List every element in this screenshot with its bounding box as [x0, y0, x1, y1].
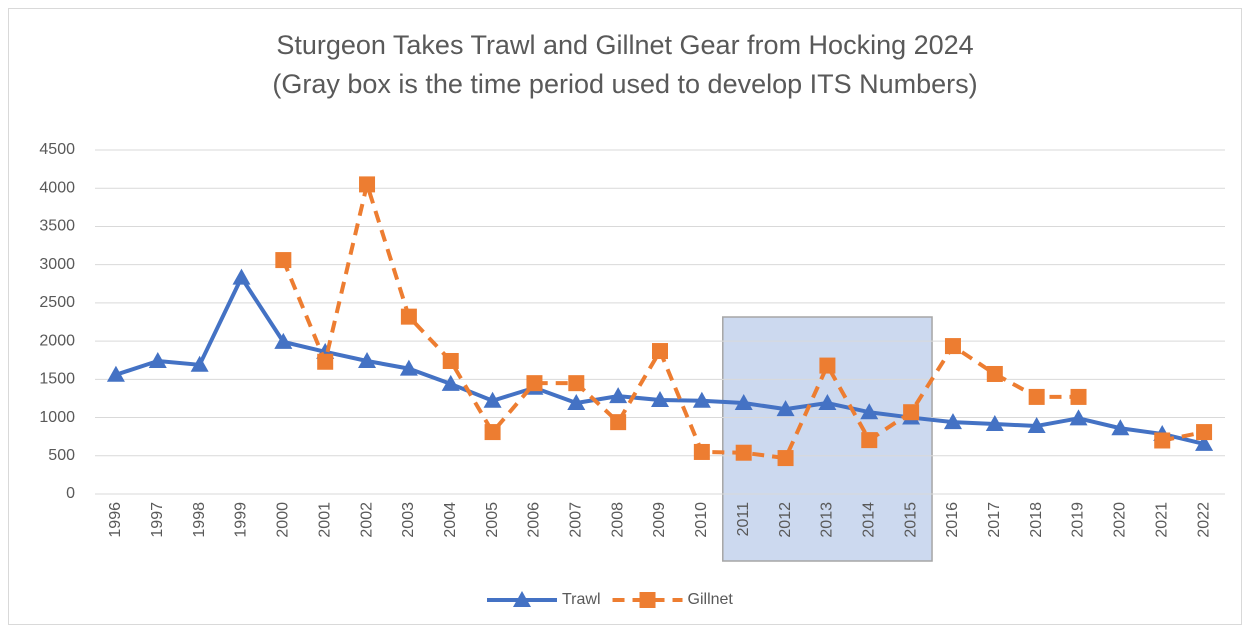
point-marker: [692, 391, 711, 408]
point-marker: [1028, 388, 1045, 405]
x-tick-label: 2012: [777, 502, 794, 538]
x-tick-label: 2018: [1028, 502, 1045, 538]
point-marker: [526, 375, 543, 392]
point-marker: [777, 450, 794, 467]
legend-marker: [639, 592, 656, 608]
point-marker: [190, 355, 209, 372]
x-tick-label: 2022: [1195, 502, 1212, 538]
y-tick-label: 3500: [39, 218, 75, 235]
y-tick-label: 3000: [39, 256, 75, 273]
point-marker: [274, 332, 293, 349]
y-tick-label: 2500: [39, 294, 75, 311]
y-tick-label: 1000: [39, 409, 75, 426]
point-marker: [1069, 409, 1088, 426]
point-marker: [985, 415, 1004, 432]
point-marker: [610, 414, 627, 431]
legend-label: Trawl: [562, 591, 601, 608]
point-marker: [1027, 416, 1046, 433]
point-marker: [819, 357, 836, 374]
x-tick-label: 2011: [735, 502, 752, 537]
x-tick-label: 2004: [442, 502, 459, 538]
point-marker: [568, 375, 585, 392]
x-tick-label: 2003: [400, 502, 417, 538]
x-tick-label: 2019: [1070, 502, 1087, 538]
x-tick-label: 2000: [275, 502, 292, 538]
series: [275, 176, 1213, 467]
point-marker: [399, 359, 418, 376]
point-marker: [567, 394, 586, 411]
y-tick-label: 4000: [39, 179, 75, 196]
y-tick-label: 500: [48, 447, 75, 464]
x-tick-label: 2017: [986, 502, 1003, 538]
point-marker: [818, 394, 837, 411]
x-tick-label: 2002: [358, 502, 375, 538]
point-marker: [1070, 388, 1087, 405]
point-marker: [734, 394, 753, 411]
point-marker: [903, 404, 920, 421]
point-marker: [441, 374, 460, 391]
y-tick-label: 1500: [39, 371, 75, 388]
x-tick-label: 2010: [693, 502, 710, 538]
x-tick-label: 1999: [233, 502, 250, 538]
x-tick-label: 2006: [526, 502, 543, 538]
point-marker: [317, 353, 334, 370]
x-tick-label: 2014: [860, 502, 877, 538]
point-marker: [232, 268, 251, 285]
point-marker: [484, 424, 501, 441]
x-tick-label: 2016: [944, 502, 961, 538]
x-tick-label: 2001: [316, 502, 333, 538]
point-marker: [400, 308, 417, 325]
point-marker: [735, 444, 752, 461]
x-tick-label: 2007: [568, 502, 585, 538]
point-marker: [442, 352, 459, 369]
point-marker: [1111, 419, 1130, 436]
point-marker: [1154, 432, 1171, 449]
x-tick-label: 2020: [1112, 502, 1129, 538]
point-marker: [358, 351, 377, 368]
x-tick-label: 2008: [609, 502, 626, 538]
point-marker: [275, 252, 292, 269]
chart-title: Sturgeon Takes Trawl and Gillnet Gear fr…: [276, 30, 973, 60]
x-tick-label: 2021: [1153, 502, 1170, 538]
x-tick-label: 1998: [191, 502, 208, 538]
y-tick-label: 4500: [39, 141, 75, 158]
x-tick-label: 2015: [902, 502, 919, 538]
point-marker: [359, 176, 376, 193]
point-marker: [776, 400, 795, 417]
point-marker: [106, 365, 125, 382]
point-marker: [483, 391, 502, 408]
point-marker: [943, 413, 962, 430]
x-tick-label: 2005: [484, 502, 501, 538]
legend-label: Gillnet: [688, 591, 734, 608]
point-marker: [986, 365, 1003, 382]
chart-subtitle: (Gray box is the time period used to dev…: [272, 69, 977, 99]
point-marker: [1195, 434, 1214, 451]
chart-frame: [8, 8, 1242, 625]
point-marker: [609, 387, 628, 404]
point-marker: [944, 338, 961, 355]
point-marker: [1196, 424, 1213, 441]
y-tick-label: 2000: [39, 332, 75, 349]
x-tick-label: 1996: [107, 502, 124, 538]
point-marker: [148, 351, 167, 368]
x-tick-label: 1997: [149, 502, 166, 538]
point-marker: [693, 443, 710, 460]
legend-marker: [513, 591, 531, 607]
point-marker: [651, 390, 669, 407]
point-marker: [860, 403, 879, 420]
y-tick-label: 0: [66, 485, 75, 502]
point-marker: [652, 343, 668, 360]
x-tick-label: 2009: [651, 502, 668, 538]
x-tick-label: 2013: [819, 502, 836, 538]
point-marker: [861, 432, 878, 449]
